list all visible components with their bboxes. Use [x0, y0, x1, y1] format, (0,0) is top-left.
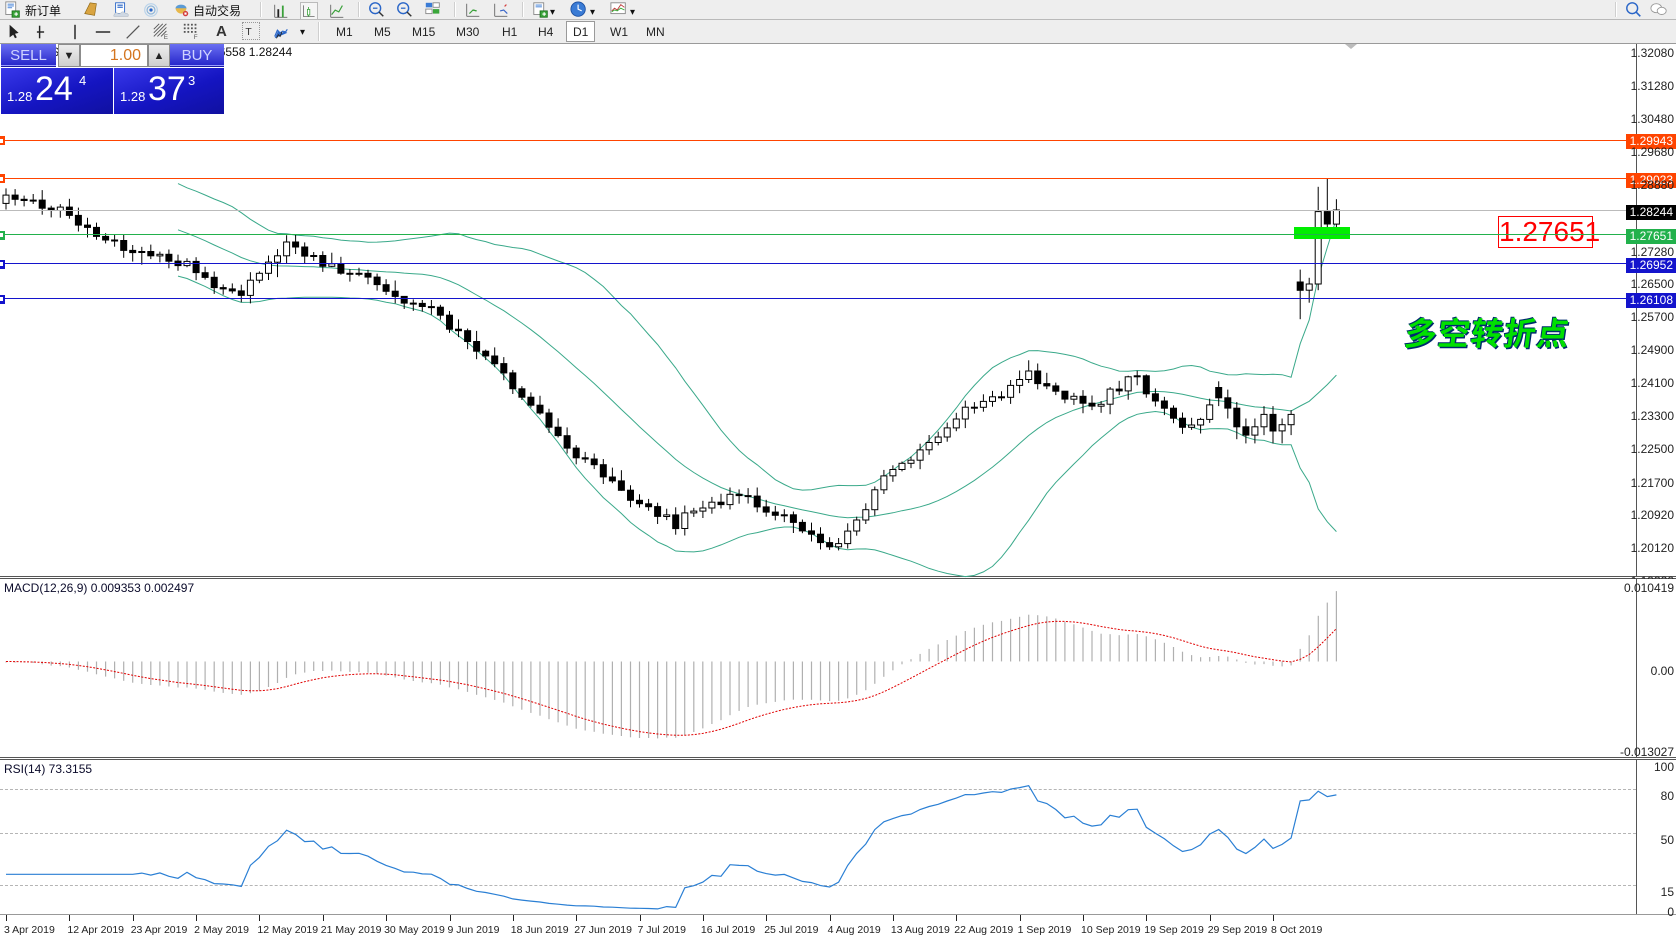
- svg-text:E: E: [164, 34, 168, 40]
- svg-text:F: F: [194, 34, 198, 40]
- svg-text:T: T: [245, 27, 252, 38]
